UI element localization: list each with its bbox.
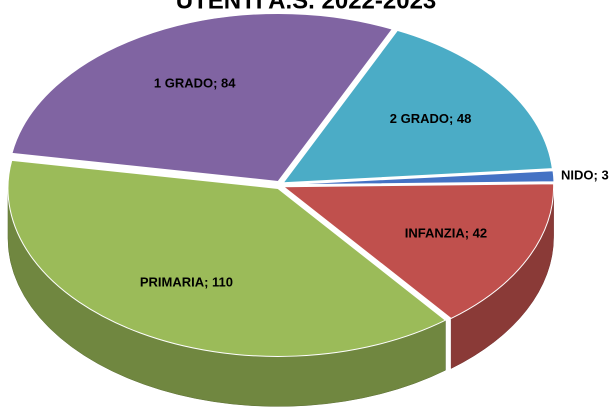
pie-tops <box>7 12 555 357</box>
pie-labels: 2 GRADO; 48 NIDO; 3 INFANZIA; 42 PRIMARIA; … <box>140 75 609 289</box>
pie-slice <box>11 12 394 182</box>
data-label: PRIMARIA; 110 <box>140 275 233 290</box>
pie-slice <box>282 183 555 320</box>
pie-slice <box>282 29 553 184</box>
data-label: NIDO; 3 <box>561 168 609 183</box>
data-label: 1 GRADO; 84 <box>154 75 236 90</box>
data-label: INFANZIA; 42 <box>405 225 487 240</box>
chart-title: UTENTI A.S. 2022-2023 <box>176 0 437 14</box>
data-label: 2 GRADO; 48 <box>390 111 472 126</box>
pie-slice <box>7 159 447 357</box>
pie-slice <box>283 170 555 186</box>
